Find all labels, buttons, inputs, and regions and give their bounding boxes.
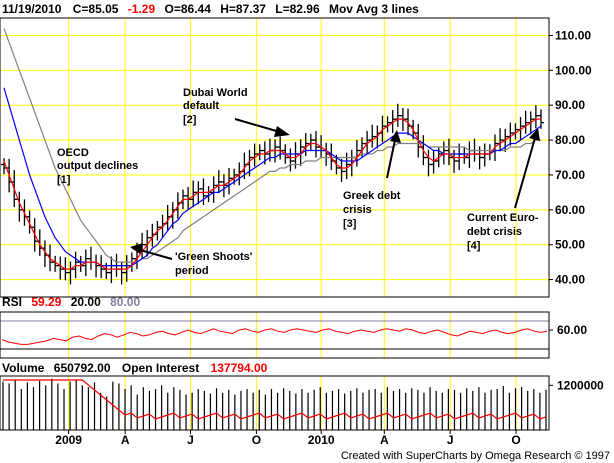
x-tick-label: O bbox=[252, 433, 261, 447]
annotation-oecd: OECD output declines [1] bbox=[57, 147, 141, 186]
annotation-euro: Current Euro- debt crisis [4] bbox=[467, 212, 542, 252]
x-tick-label: J bbox=[447, 433, 454, 447]
x-tick-label: 2009 bbox=[55, 433, 82, 447]
price-y-tick-label: 60.00 bbox=[555, 203, 585, 217]
x-tick-label: O bbox=[511, 433, 520, 447]
rsi-line bbox=[1, 328, 548, 345]
arrow-euro bbox=[514, 137, 536, 209]
moving-averages bbox=[3, 28, 542, 270]
price-y-tick-label: 110.00 bbox=[555, 28, 591, 42]
price-y-tick-label: 100.00 bbox=[555, 63, 592, 77]
header-date: 11/19/2010 bbox=[2, 2, 62, 16]
x-tick-label: A bbox=[380, 433, 389, 447]
arrow-green-shoots-head bbox=[130, 243, 143, 254]
header-change: -1.29 bbox=[128, 2, 156, 16]
rsi-y-tick-label: 60.00 bbox=[557, 323, 587, 337]
ma-fast-line bbox=[3, 118, 541, 270]
rsi-header: RSI 59.29 20.00 80.00 bbox=[2, 295, 140, 309]
x-tick-label: A bbox=[121, 433, 130, 447]
panel-frames bbox=[0, 17, 553, 434]
price-panel bbox=[1, 103, 544, 285]
x-tick-label: J bbox=[187, 433, 194, 447]
annotation-greek: Greek debt crisis [3] bbox=[343, 190, 404, 230]
volume-label: Volume bbox=[2, 361, 45, 375]
rsi-high-level: 80.00 bbox=[110, 295, 140, 309]
volume-panel-frame bbox=[0, 375, 550, 431]
rsi-panel-frame bbox=[0, 311, 550, 359]
price-y-tick-label: 40.00 bbox=[555, 273, 585, 287]
chart-header: 11/19/2010 C=85.05 -1.29 O=86.44 H=87.37… bbox=[2, 2, 419, 16]
header-open: O=86.44 bbox=[165, 2, 212, 16]
footer-credit: Created with SuperCharts by Omega Resear… bbox=[341, 450, 610, 462]
rsi-value: 59.29 bbox=[31, 295, 61, 309]
annotation-dubai: Dubai World default [2] bbox=[183, 87, 251, 126]
open-interest-value: 137794.00 bbox=[211, 361, 268, 375]
price-panel-frame bbox=[0, 17, 550, 298]
price-y-tick-label: 80.00 bbox=[555, 133, 585, 147]
header-low: L=82.96 bbox=[275, 2, 320, 16]
price-y-tick-label: 70.00 bbox=[555, 168, 585, 182]
open-interest-label: Open Interest bbox=[122, 361, 199, 375]
rsi-low-level: 20.00 bbox=[71, 295, 101, 309]
volume-y-tick-label: 1200000 bbox=[557, 378, 604, 392]
arrow-euro-head bbox=[529, 128, 540, 141]
header-high: H=87.37 bbox=[220, 2, 266, 16]
arrow-dubai-head bbox=[274, 126, 290, 137]
arrow-greek-head bbox=[390, 130, 401, 143]
volume-header: Volume 650792.00 Open Interest 137794.00 bbox=[2, 361, 268, 375]
price-y-tick-label: 90.00 bbox=[555, 98, 585, 112]
grid-layer bbox=[0, 18, 549, 430]
annotation-arrows bbox=[130, 118, 540, 260]
arrow-green-shoots bbox=[139, 249, 173, 260]
axis-labels: 40.00 50.00 60.00 70.00 80.00 90.00 100.00 110.… bbox=[55, 28, 604, 447]
ma-slow-line bbox=[3, 28, 541, 263]
volume-panel bbox=[2, 378, 547, 430]
annotation-green-shoots: 'Green Shoots' period bbox=[175, 251, 255, 277]
rsi-panel bbox=[0, 320, 549, 350]
price-y-tick-label: 50.00 bbox=[555, 238, 585, 252]
open-interest-line bbox=[3, 379, 547, 420]
arrow-dubai bbox=[234, 118, 281, 133]
rsi-label: RSI bbox=[2, 295, 22, 309]
header-study: Mov Avg 3 lines bbox=[329, 2, 419, 16]
arrow-greek bbox=[386, 139, 396, 179]
x-tick-label: 2010 bbox=[308, 433, 335, 447]
header-close: C=85.05 bbox=[73, 2, 119, 16]
volume-value: 650792.00 bbox=[54, 361, 111, 375]
